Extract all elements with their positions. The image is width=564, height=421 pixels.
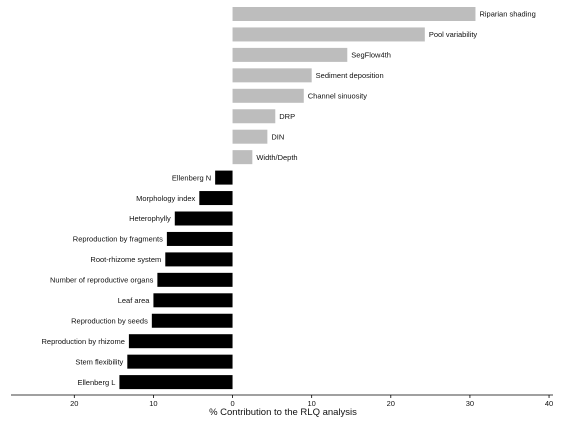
- bar-width-depth: [232, 150, 253, 165]
- bars-layer: Riparian shading Pool variability SegFlow4…: [42, 7, 536, 390]
- x-tick-label: 10: [307, 399, 315, 408]
- x-tick-label: 20: [70, 399, 78, 408]
- bar-label-width-depth: Width/Depth: [256, 153, 297, 162]
- bar-reproduction-by-fragments: [166, 231, 233, 246]
- x-axis: 20 10 0 10 20 30 40: [11, 394, 553, 408]
- bar-label-leaf-area: Leaf area: [118, 296, 151, 305]
- bar-label-reproduction-by-seeds: Reproduction by seeds: [71, 316, 148, 325]
- bar-label-pool-variability: Pool variability: [429, 30, 478, 39]
- bar-reproduction-by-rhizome: [128, 334, 233, 349]
- bar-label-sediment-deposition: Sediment deposition: [316, 71, 384, 80]
- bar-label-drp: DRP: [279, 112, 295, 121]
- x-axis-title: % Contribution to the RLQ analysis: [209, 407, 357, 418]
- bar-leaf-area: [153, 293, 233, 308]
- x-tick-label: 20: [387, 399, 395, 408]
- bar-stem-flexibility: [127, 354, 233, 369]
- x-tick-label: 10: [149, 399, 157, 408]
- x-tick-label: 40: [545, 399, 553, 408]
- bar-label-reproduction-by-fragments: Reproduction by fragments: [73, 235, 163, 244]
- x-tick-label: 0: [230, 399, 234, 408]
- bar-ellenberg-n: [215, 170, 233, 185]
- bar-riparian-shading: [232, 7, 476, 21]
- bar-heterophylly: [174, 211, 233, 226]
- bar-reproduction-by-seeds: [151, 313, 233, 328]
- bar-label-stem-flexibility: Stem flexibility: [75, 357, 123, 366]
- bar-label-segflow4th: SegFlow4th: [351, 51, 391, 60]
- bar-drp: [232, 109, 276, 124]
- bar-label-din: DIN: [271, 132, 284, 141]
- bar-label-reproduction-by-rhizome: Reproduction by rhizome: [42, 337, 125, 346]
- bar-root-rhizome-system: [165, 252, 233, 267]
- bar-label-ellenberg-n: Ellenberg N: [172, 173, 211, 182]
- bar-ellenberg-l: [119, 375, 233, 390]
- bar-number-of-reproductive-organs: [157, 272, 233, 287]
- bar-din: [232, 129, 268, 144]
- bar-label-ellenberg-l: Ellenberg L: [77, 378, 115, 387]
- bar-label-number-of-reproductive-organs: Number of reproductive organs: [50, 276, 154, 285]
- bar-segflow4th: [232, 47, 348, 62]
- x-tick-label: 30: [466, 399, 474, 408]
- bar-morphology-index: [199, 191, 233, 206]
- bar-label-heterophylly: Heterophylly: [129, 214, 171, 223]
- bar-label-riparian-shading: Riparian shading: [479, 10, 535, 19]
- bar-label-channel-sinuosity: Channel sinuosity: [308, 92, 367, 101]
- bar-sediment-deposition: [232, 68, 312, 83]
- bar-label-morphology-index: Morphology index: [136, 194, 195, 203]
- bar-label-root-rhizome-system: Root-rhizome system: [90, 255, 161, 264]
- bar-channel-sinuosity: [232, 88, 304, 103]
- bar-pool-variability: [232, 27, 425, 42]
